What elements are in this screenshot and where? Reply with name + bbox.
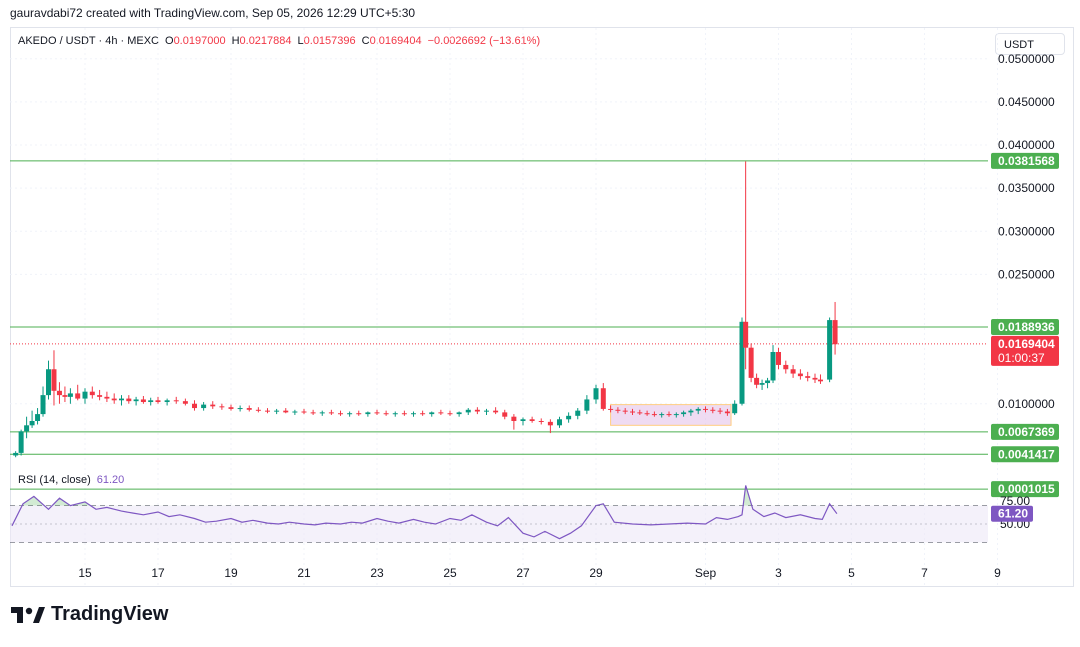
change-value: −0.0026692 (−13.61%): [427, 35, 541, 47]
high-label: H: [231, 35, 240, 47]
open-label: O: [165, 35, 174, 47]
brand-name: TradingView: [51, 603, 169, 625]
chart-frame[interactable]: [10, 27, 1074, 587]
rsi-legend-value: 61.20: [96, 474, 125, 486]
symbol-legend: AKEDO / USDT · 4h · MEXC O0.0197000 H0.0…: [18, 35, 540, 47]
open-value: 0.0197000: [173, 35, 226, 47]
chart-credit: gauravdabi72 created with TradingView.co…: [10, 6, 416, 20]
close-label: C: [361, 35, 370, 47]
close-value: 0.0169404: [369, 35, 422, 47]
tradingview-logo-icon: [11, 606, 45, 623]
rsi-legend: RSI (14, close) 61.20: [18, 474, 124, 486]
tradingview-logo[interactable]: TradingView: [11, 603, 168, 626]
symbol-title: AKEDO / USDT · 4h · MEXC: [18, 35, 159, 47]
currency-button[interactable]: USDT: [995, 33, 1065, 55]
low-label: L: [297, 35, 304, 47]
high-value: 0.0217884: [239, 35, 292, 47]
rsi-label: RSI (14, close): [18, 474, 91, 486]
low-value: 0.0157396: [303, 35, 356, 47]
